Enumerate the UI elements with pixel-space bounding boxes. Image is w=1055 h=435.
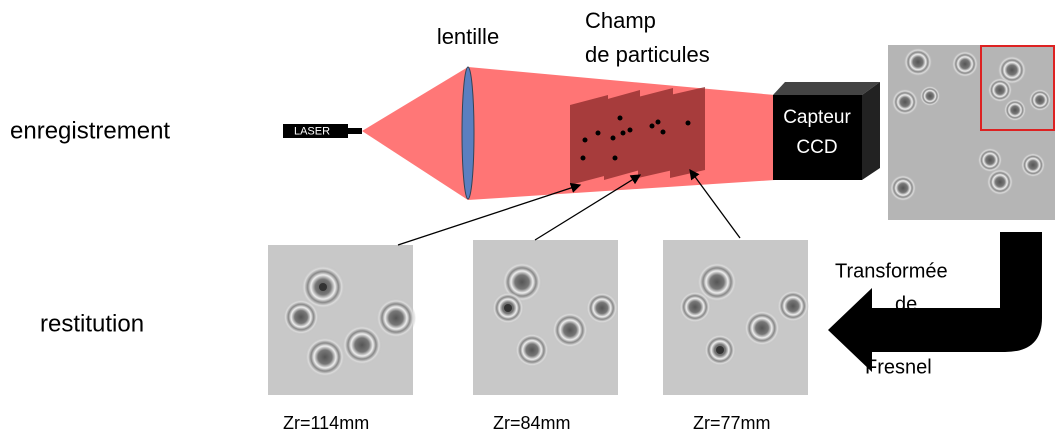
sensor-side	[862, 82, 880, 180]
particle-planes	[570, 87, 705, 185]
beam-cone	[362, 67, 468, 200]
field-label: Champ	[585, 8, 656, 33]
row-label: restitution	[40, 310, 144, 337]
transform-label: de	[895, 293, 917, 315]
reconstruction	[663, 240, 809, 395]
transform-label: Fresnel	[865, 356, 932, 378]
depth-label: Zr=84mm	[493, 413, 571, 433]
lens-label: lentille	[437, 24, 499, 49]
sensor-top	[773, 82, 880, 95]
particles	[580, 115, 691, 161]
pointer-arrows	[397, 168, 741, 246]
depth-label: Zr=77mm	[693, 413, 771, 433]
sensor-label: CCD	[796, 137, 837, 158]
laser-tip	[348, 128, 362, 134]
sensor-label: Capteur	[783, 107, 851, 128]
transform-label: Transformée	[835, 260, 948, 282]
depth-label: Zr=114mm	[283, 413, 369, 433]
transform-arrow	[828, 232, 1042, 372]
sensor	[773, 95, 862, 180]
reconstruction	[268, 245, 416, 395]
reconstruction	[473, 240, 618, 395]
row-label: enregistrement	[10, 117, 170, 144]
laser-label: LASER	[294, 125, 330, 137]
laser	[283, 124, 348, 138]
field-label: de particules	[585, 42, 710, 67]
lens	[461, 66, 475, 200]
hologram	[888, 45, 1055, 220]
